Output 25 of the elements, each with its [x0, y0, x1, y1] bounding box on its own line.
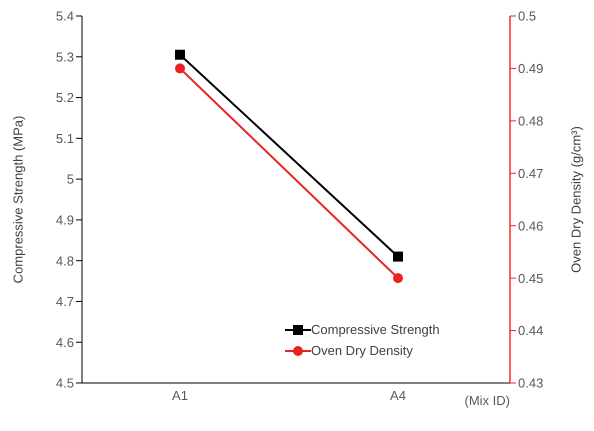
y2-tick-label: 0.44	[518, 323, 544, 338]
y-tick-label: 4.6	[56, 334, 74, 350]
x-tick-label: A1	[172, 388, 188, 404]
y2-tick-label: 0.46	[518, 218, 544, 234]
y2-tick-label: 0.49	[518, 61, 544, 76]
legend-label: Compressive Strength	[311, 322, 440, 337]
y-tick-label: 5.2	[56, 90, 74, 106]
y-axis-title: Compressive Strength (MPa)	[10, 116, 26, 284]
y-tick-label: 5.1	[56, 130, 74, 146]
y2-tick-label: 0.47	[518, 166, 544, 181]
y2-tick-label: 0.45	[518, 270, 544, 286]
y2-tick-label: 0.43	[518, 376, 544, 391]
y2-tick-label: 0.48	[518, 113, 544, 128]
legend-label: Oven Dry Density	[311, 343, 413, 358]
y-tick-label: 4.8	[56, 253, 74, 268]
y2-axis-title: Oven Dry Density (g/cm³)	[568, 126, 584, 273]
x-tick-label: A4	[390, 388, 406, 404]
y-tick-label: 5.3	[56, 49, 74, 64]
y-tick-label: 4.5	[56, 376, 74, 391]
y-tick-label: 4.7	[56, 294, 74, 310]
y-tick-label: 5	[66, 172, 74, 187]
y-tick-label: 5.4	[56, 8, 74, 24]
y2-tick-label: 0.5	[518, 8, 536, 24]
x-axis-title: (Mix ID)	[464, 393, 510, 408]
y-tick-label: 4.9	[56, 212, 74, 228]
